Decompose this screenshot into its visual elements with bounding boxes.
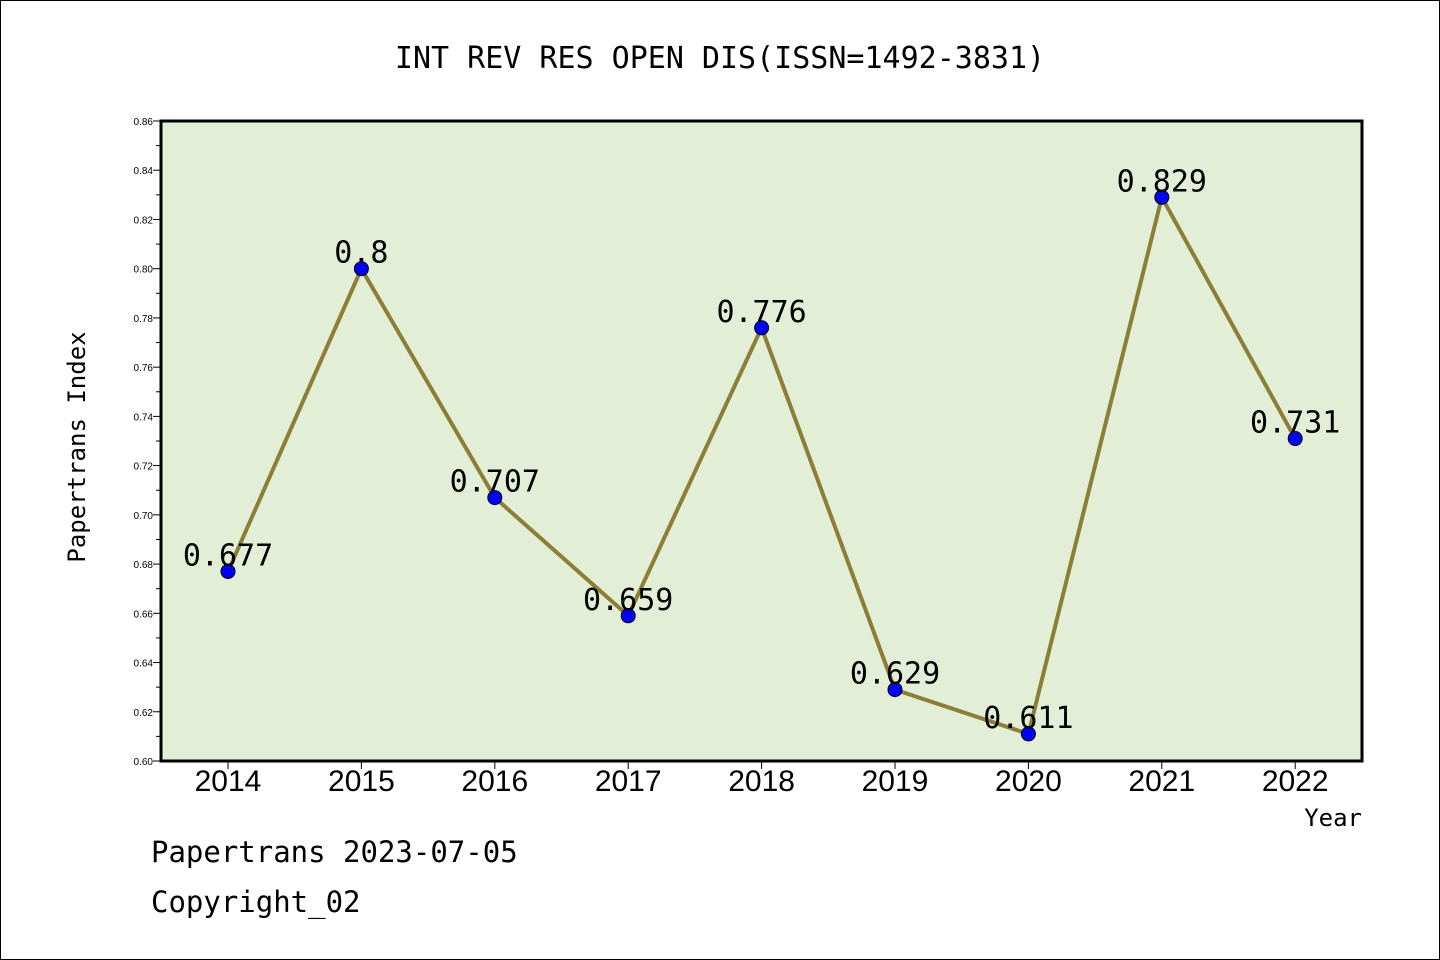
y-tick-label: 0.70 xyxy=(134,511,154,522)
data-point xyxy=(620,608,636,624)
plot-area xyxy=(159,119,1364,763)
x-tick-label: 2022 xyxy=(1262,765,1329,798)
y-tick-label: 0.68 xyxy=(134,560,154,571)
y-axis-title: Papertrans Index xyxy=(63,331,91,562)
data-label: 0.611 xyxy=(983,701,1073,736)
x-tick-label: 2017 xyxy=(595,765,662,798)
x-tick-label: 2016 xyxy=(461,765,528,798)
x-axis-title: Year xyxy=(1304,804,1362,832)
data-label: 0.8 xyxy=(334,236,388,271)
y-tick-label: 0.74 xyxy=(134,412,154,423)
data-label: 0.707 xyxy=(450,465,540,500)
x-tick-label: 2019 xyxy=(862,765,929,798)
data-point xyxy=(487,490,503,506)
footer-copyright: Copyright_02 xyxy=(151,885,361,919)
data-labels: 0.677 0.8 0.707 0.659 0.776 0.629 0.611 0.829 0.… xyxy=(183,164,1341,736)
y-tick-label: 0.64 xyxy=(134,659,154,670)
y-tick-label: 0.82 xyxy=(134,215,154,226)
x-tick-label: 2021 xyxy=(1128,765,1195,798)
data-point xyxy=(220,563,236,579)
x-tick-label: 2014 xyxy=(195,765,262,798)
data-label: 0.829 xyxy=(1117,164,1207,199)
footer-date: Papertrans 2023-07-05 xyxy=(151,835,518,869)
data-point xyxy=(754,320,770,336)
x-tick-label: 2018 xyxy=(728,765,795,798)
y-tick-label: 0.72 xyxy=(134,462,154,473)
data-label: 0.731 xyxy=(1250,406,1340,441)
x-tick-label: 2020 xyxy=(995,765,1062,798)
data-point xyxy=(353,261,369,277)
data-point xyxy=(1154,189,1170,205)
data-label: 0.776 xyxy=(716,295,806,330)
data-label: 0.677 xyxy=(183,538,273,573)
y-tick-label: 0.80 xyxy=(134,265,154,276)
data-point xyxy=(887,682,903,698)
y-tick-label: 0.86 xyxy=(134,117,154,128)
y-tick-label: 0.60 xyxy=(134,757,154,768)
data-points xyxy=(220,189,1303,742)
data-point xyxy=(1020,726,1036,742)
y-tick-label: 0.78 xyxy=(134,314,154,325)
chart-title: INT REV RES OPEN DIS(ISSN=1492-3831) xyxy=(395,41,1045,76)
y-tick-label: 0.84 xyxy=(134,166,154,177)
y-tick-label: 0.62 xyxy=(134,708,154,719)
data-label: 0.659 xyxy=(583,583,673,618)
x-axis: 2014 2015 2016 2017 2018 2019 2020 2021 2022 xyxy=(195,761,1329,798)
y-tick-label: 0.66 xyxy=(134,609,154,620)
y-axis: 0.60 0.62 0.64 0.66 0.68 0.70 0.72 0.74 0.76 0.78… xyxy=(134,117,161,768)
x-tick-label: 2015 xyxy=(328,765,395,798)
y-tick-label: 0.76 xyxy=(134,363,154,374)
data-point xyxy=(1287,431,1303,447)
data-label: 0.629 xyxy=(850,657,940,692)
